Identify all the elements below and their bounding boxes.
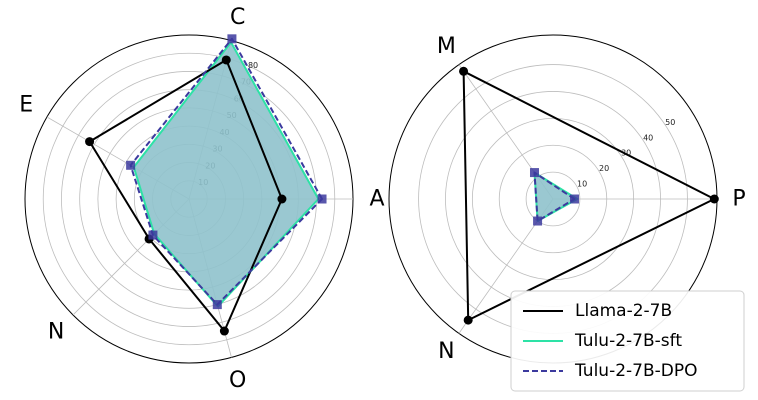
- axis-label-M: M: [437, 34, 456, 59]
- axis-label-A: A: [369, 187, 384, 212]
- data-point: [709, 194, 719, 204]
- data-point: [277, 194, 287, 204]
- axis-label-O: O: [229, 368, 246, 393]
- data-point: [463, 315, 473, 325]
- data-point: [227, 34, 237, 44]
- radar-chart-left: 1020304050607080ACENO: [19, 5, 384, 393]
- series-line: [129, 37, 323, 306]
- data-point: [148, 230, 158, 240]
- series-line: [533, 171, 576, 222]
- tick-label: 10: [577, 180, 587, 189]
- legend-entry-label: Tulu-2-7B-DPO: [574, 361, 698, 381]
- axis-label-C: C: [230, 5, 245, 30]
- legend: Llama-2-7B Tulu-2-7B-sft Tulu-2-7B-DPO: [510, 290, 745, 392]
- axis-label-P: P: [732, 187, 745, 212]
- tick-label: 80: [248, 61, 258, 70]
- data-point: [85, 137, 95, 147]
- series-line: [88, 58, 283, 332]
- data-point: [126, 160, 136, 170]
- legend-entry-label: Tulu-2-7B-sft: [574, 331, 682, 351]
- data-point: [219, 326, 229, 336]
- data-point: [533, 216, 543, 226]
- tick-label: 40: [643, 133, 653, 142]
- axis-label-E: E: [19, 93, 33, 118]
- series-Tulu-2-7B-DPO: [529, 168, 580, 226]
- legend-entry-label: Llama-2-7B: [575, 301, 672, 321]
- axis-label-N: N: [48, 319, 64, 344]
- series-line: [462, 70, 716, 322]
- tick-label: 50: [665, 118, 675, 127]
- data-point: [221, 55, 231, 65]
- series-Tulu-2-7B-sft: [132, 41, 320, 308]
- data-point: [459, 66, 469, 76]
- series-Tulu-2-7B-DPO: [126, 34, 327, 310]
- axis-labels: A C E N O: [19, 5, 384, 393]
- axis-label-N: N: [438, 339, 454, 364]
- data-point: [529, 168, 539, 178]
- data-point: [317, 194, 327, 204]
- legend-box: [510, 290, 745, 392]
- data-point: [212, 300, 222, 310]
- series-fill: [534, 172, 578, 221]
- data-point: [570, 194, 580, 204]
- series-line: [132, 41, 320, 308]
- axis-labels: P M N: [437, 34, 746, 364]
- tick-label: 20: [599, 164, 609, 173]
- series-Llama-2-7B: [459, 66, 719, 325]
